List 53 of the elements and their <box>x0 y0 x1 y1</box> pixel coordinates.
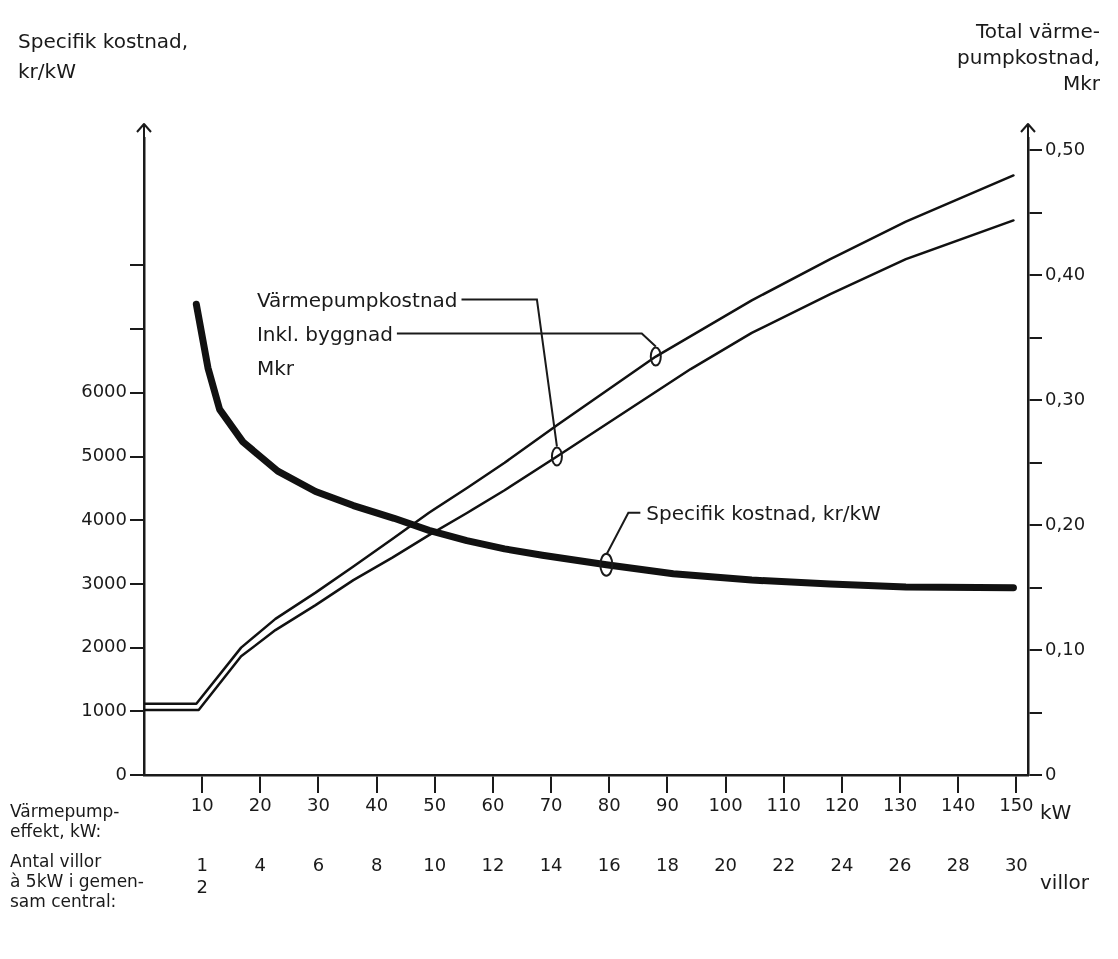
x2-tick-label: 10 <box>423 854 447 876</box>
x-tick-label: 80 <box>597 794 621 816</box>
x-tick-label: 150 <box>999 794 1034 816</box>
x2-tick-label: 26 <box>888 854 912 876</box>
text: kW <box>1040 800 1072 824</box>
x2-tick-label: 8 <box>370 854 383 876</box>
y-tick-label: 2000 <box>81 635 127 657</box>
y-tick-label: 6000 <box>81 380 127 402</box>
annotation: Mkr <box>256 355 295 380</box>
x-tick-label: 100 <box>708 794 743 816</box>
y2-axis-title: Total värme- pumpkostnad, Mkr <box>957 19 1101 95</box>
x-tick-label: 60 <box>481 794 505 816</box>
x2-tick-label: 12 <box>481 854 505 876</box>
x2-axis-title: Antal villor à 5kW i gemen- sam central: <box>10 851 144 911</box>
x-tick-label: 120 <box>824 794 860 816</box>
x2-tick-label: 18 <box>655 854 679 876</box>
x2-tick-label: 20 <box>714 854 738 876</box>
y-axis-title: Specifik kostnad, kr/kW <box>18 29 189 83</box>
x-tick-label: 50 <box>423 794 447 816</box>
x-tick-label: 40 <box>365 794 389 816</box>
x2-tick-label: 6 <box>312 854 325 876</box>
x-tick-label: 30 <box>307 794 330 816</box>
text: Värmepumpkostnad <box>256 287 458 312</box>
y-tick-label: 4000 <box>81 507 127 529</box>
y-tick-label: 5000 <box>81 444 127 466</box>
text: villor <box>1040 870 1090 894</box>
x2-tick-label: 4 <box>254 854 267 876</box>
x-tick-label: 140 <box>941 794 976 816</box>
x-tick-label: 10 <box>190 794 214 816</box>
x2-tick-label: 30 <box>1004 854 1028 876</box>
y2-tick-label: 0,50 <box>1045 138 1086 160</box>
text: Inkl. byggnad <box>256 321 393 346</box>
y2-tick-label: 0,40 <box>1045 263 1086 285</box>
x-tick-label: 70 <box>539 794 563 816</box>
text: Specifik kostnad, kr/kW <box>646 500 881 525</box>
x-tick-label: 90 <box>655 794 679 816</box>
y2-tick-label: 0,20 <box>1045 512 1086 534</box>
y2-tick-label: 0 <box>1045 762 1057 784</box>
x-axis-title: Värmepump- effekt, kW: <box>10 801 120 841</box>
x2-tick-label: 28 <box>946 854 970 876</box>
x-tick-label: 130 <box>882 794 918 816</box>
x2-tick-label: 16 <box>597 854 621 876</box>
x2-tick-label: 14 <box>539 854 563 876</box>
x2-tick-label: 22 <box>772 854 796 876</box>
y-tick-label: 0 <box>115 762 127 784</box>
y-tick-label: 3000 <box>81 571 127 593</box>
y2-tick-label: 0,10 <box>1045 637 1086 659</box>
x2-tick-label: 24 <box>830 854 854 876</box>
y2-tick-label: 0,30 <box>1045 387 1086 409</box>
x-tick-label: 20 <box>248 794 272 816</box>
x2-tick-label: 1 2 <box>196 854 208 898</box>
x-tick-label: 110 <box>766 794 801 816</box>
y-tick-label: 1000 <box>81 698 127 720</box>
